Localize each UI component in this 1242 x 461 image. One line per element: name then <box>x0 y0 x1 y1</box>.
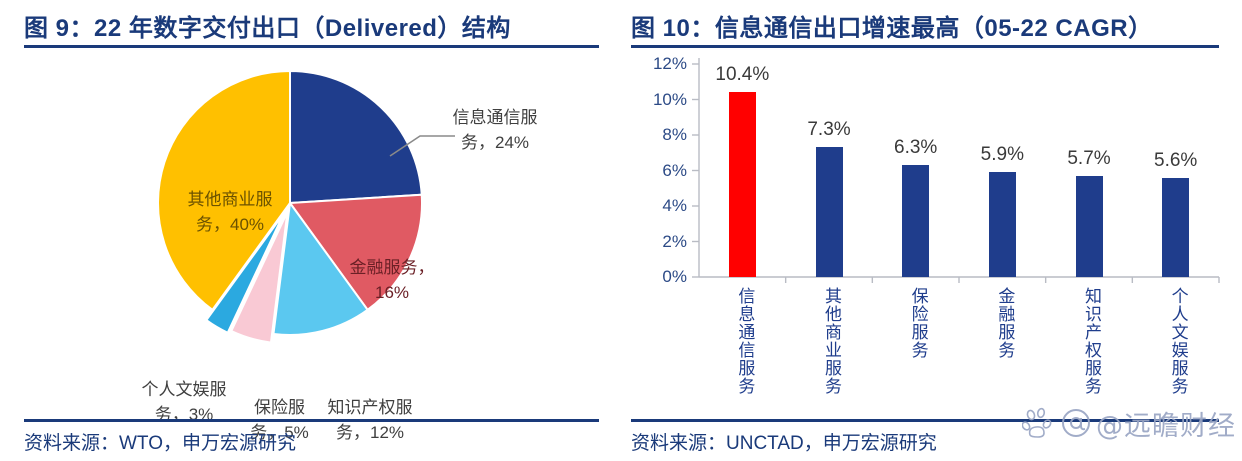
figure-9-title-rule <box>24 45 599 48</box>
pie-label-ict: 信息通信服 务，24% <box>452 108 538 152</box>
bar-value-label: 6.3% <box>894 137 938 159</box>
pie-chart-svg <box>157 69 455 344</box>
figure-10-source: 资料来源：UNCTAD，申万宏源研究 <box>631 433 937 454</box>
y-axis-tick-label: 0% <box>662 267 687 286</box>
bar <box>815 147 843 277</box>
y-axis-tick-label: 6% <box>662 160 687 180</box>
bar-chart: 0% 2% 4% 6% 8% 10% 12% 10.4% 7.3% 6.3% 5.9% 5.7% 5.… <box>621 48 1242 418</box>
pie-label-finance: 金融服务， 16% <box>349 258 435 302</box>
bar-value-label: 5.7% <box>1067 147 1111 169</box>
x-axis-category-label: 保险服务 <box>908 287 928 359</box>
x-axis-category-label: 个人文娱服务 <box>1168 287 1188 395</box>
pie-slice-group <box>157 69 423 344</box>
pie-slice <box>204 212 285 335</box>
pie-slice <box>229 211 289 344</box>
pie-chart: 信息通信服 务，24% 金融服务， 16% 知识产权服 务，12% 保险服 务，… <box>0 48 621 442</box>
figure-9-panel: 图 9：22 年数字交付出口（Delivered）结构 信息通信服 务，24% … <box>0 15 621 454</box>
bar <box>1075 175 1103 277</box>
pie-label-personal: 个人文娱服 务，3% <box>141 380 227 424</box>
figure-9-title: 图 9：22 年数字交付出口（Delivered）结构 <box>24 15 511 42</box>
figure-10-footer-rule <box>631 419 1219 422</box>
x-axis-category-label: 知识产权服务 <box>1082 287 1101 395</box>
y-axis-tick-label: 2% <box>662 231 687 251</box>
pie-leader-line <box>389 135 455 157</box>
pie-slice <box>288 193 423 312</box>
x-axis-category-label: 金融服务 <box>995 287 1015 359</box>
pie-slice <box>272 200 369 336</box>
figure-9-footer-rule <box>24 419 599 422</box>
y-axis-tick-label: 4% <box>662 196 687 215</box>
y-axis-tick-label: 12% <box>652 54 687 73</box>
pie-slice <box>157 69 291 312</box>
bar <box>728 92 756 277</box>
bar <box>988 172 1016 277</box>
y-axis-tick-label: 10% <box>652 89 687 109</box>
bar-value-label: 5.6% <box>1154 149 1198 171</box>
pie-label-ip: 知识产权服 务，12% <box>327 398 413 442</box>
bar <box>902 165 930 277</box>
figure-10-panel: 图 10：信息通信出口增速最高（05-22 CAGR） 0% 2% 4% 6% 8% 10… <box>621 0 1242 461</box>
x-axis-category-label: 信息通信服务 <box>735 287 755 395</box>
bar-chart-axes-svg <box>692 58 1220 283</box>
figure-10-title: 图 10：信息通信出口增速最高（05-22 CAGR） <box>631 15 1153 42</box>
figure-10-title-rule <box>631 45 1219 48</box>
bar-value-label: 5.9% <box>980 144 1024 166</box>
bar <box>1162 177 1190 277</box>
pie-slice <box>289 69 423 205</box>
pie-label-other-business: 其他商业服 务，40% <box>187 190 273 234</box>
bar-value-label: 7.3% <box>807 119 851 141</box>
figure-9-source: 资料来源：WTO，申万宏源研究 <box>24 433 296 454</box>
bar-value-label: 10.4% <box>715 64 770 86</box>
pie-label-insurance: 保险服 务，5% <box>250 398 309 442</box>
x-axis-category-label: 其他商业服务 <box>822 287 841 395</box>
y-axis-tick-label: 8% <box>662 125 687 144</box>
